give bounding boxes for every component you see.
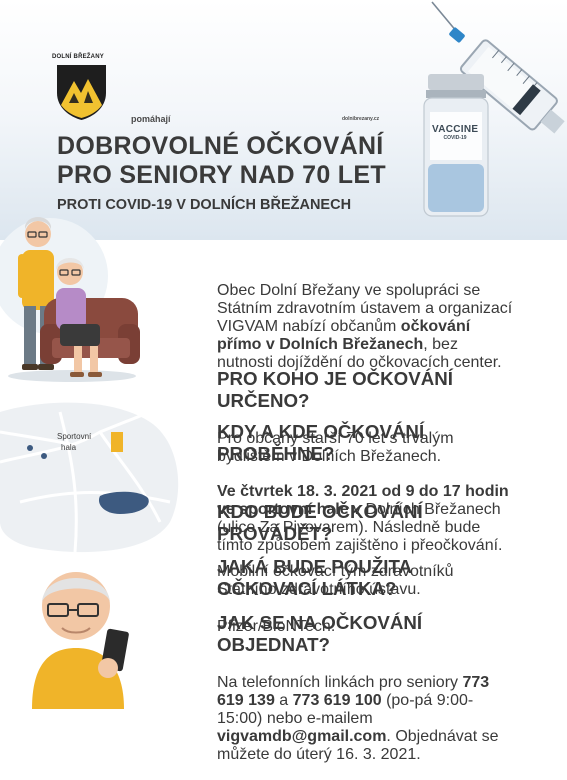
website: dolnibrezany.cz [342,116,380,122]
section-heading: KDO BUDE OČKOVÁNÍ PROVÁDĚT? [217,500,423,544]
intro-text-bold: očkování přímo v Dolních Břežanech [217,318,471,353]
section-how-to-book: JAK SE NA OČKOVÁNÍ OBJEDNAT? Na telefonn… [217,593,513,780]
coat-of-arms-logo [57,65,106,120]
vial-label-covid: COVID-19 [443,135,467,141]
vial-label-vaccine: VACCINE [432,124,479,135]
intro-paragraph: Obec Dolní Břežany ve spolupráci se Stát… [217,266,513,388]
section-text: v Dolních Břežanech (ulice Za Pivovarem)… [217,501,503,555]
vaccine-vial-illustration [423,74,489,217]
vial-label: VACCINE COVID-19 [432,124,478,141]
section-heading: JAK SE NA OČKOVÁNÍ OBJEDNAT? [217,611,423,655]
section-vaccine: JAKÁ BUDE POUŽITA OČKOVACÍ LÁTKA? Pfizer… [217,537,513,652]
section-heading: KDY A KDE OČKOVÁNÍ PROBĚHNE? [217,420,425,464]
map-place-label: Sportovní hala [57,431,91,453]
section-text: Mobilní očkovací tým zdravotníků Státníh… [217,563,454,599]
section-heading: PRO KOHO JE OČKOVÁNÍ URČENO? [217,367,453,411]
section-text-1: Na telefonních linkách pro seniory [217,674,463,692]
intro-text-1: Obec Dolní Břežany ve spolupráci se Stát… [217,282,513,335]
section-text: Pro občany starší 70 let s trvalým bydli… [217,430,454,466]
email-link[interactable]: vigvamdb@gmail.com [217,728,387,746]
location-map [0,402,179,553]
section-heading: JAKÁ BUDE POUŽITA OČKOVACÍ LÁTKA? [217,555,412,599]
map-place-label-line-2: hala [61,443,77,452]
intro-text-2: , bez nutnosti dojíždění do očkovacích c… [217,336,502,371]
page-title-line-2: PRO SENIORY NAD 70 LET [57,161,386,189]
section-when-where: KDY A KDE OČKOVÁNÍ PROBĚHNE? Ve čtvrtek … [217,402,513,571]
tagline: pomáhají [131,114,171,124]
section-who: KDO BUDE OČKOVÁNÍ PROVÁDĚT? Mobilní očko… [217,482,513,615]
section-text-bold: Ve čtvrtek 18. 3. 2021 od 9 do 17 hodin … [217,483,509,519]
phone-number-2[interactable]: 773 619 100 [292,692,382,710]
phone-number-1[interactable]: 773 619 139 [217,674,490,710]
page-title-line-1: DOBROVOLNÉ OČKOVÁNÍ [57,132,384,160]
section-text-2: a [274,692,293,710]
syringe-illustration [431,1,565,134]
municipality-name: DOLNÍ BŘEŽANY [52,54,104,60]
section-text: Pfizer/BioNTech. [217,618,336,636]
map-place-label-line-1: Sportovní [57,432,92,441]
section-for-whom: PRO KOHO JE OČKOVÁNÍ URČENO? Pro občany … [217,349,513,482]
page-subtitle: PROTI COVID-19 V DOLNÍCH BŘEŽANECH [57,197,352,213]
seniors-couple-illustration [0,217,140,382]
hero-banner: VACCINE COVID-19 DOLNÍ BŘEŽANY pomáhají … [0,0,567,240]
senior-with-phone-illustration [32,572,129,709]
